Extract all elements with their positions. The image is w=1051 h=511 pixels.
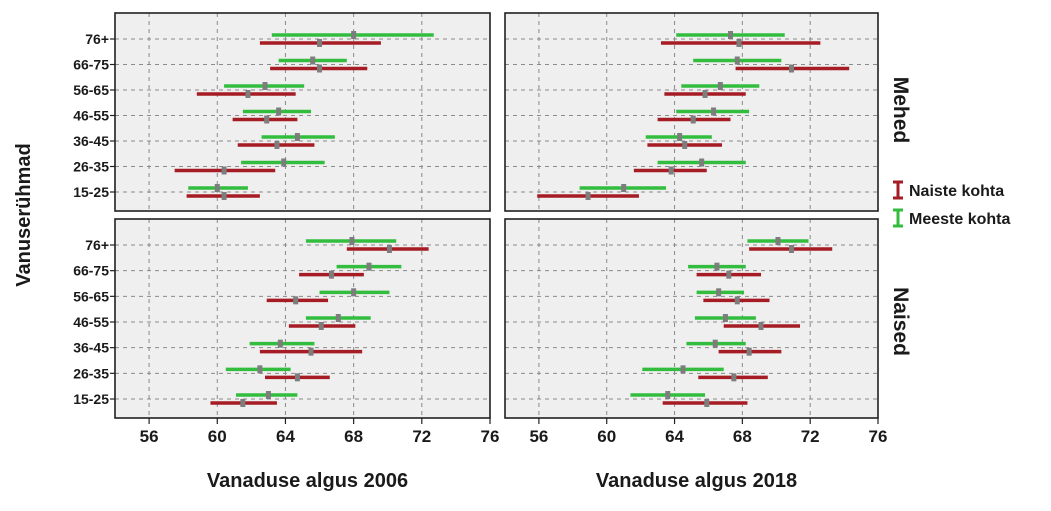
category-label: 26-35	[73, 159, 109, 175]
row-strip-label: Mehed	[889, 77, 912, 144]
panel-background	[505, 219, 878, 418]
mean-marker	[262, 82, 268, 90]
x-tick-label: 60	[597, 427, 616, 446]
mean-marker	[722, 314, 728, 322]
mean-marker	[789, 245, 795, 253]
mean-marker	[245, 90, 251, 98]
legend-label: Naiste kohta	[909, 183, 1004, 200]
mean-marker	[310, 56, 316, 65]
legend-entry	[893, 208, 903, 228]
mean-marker	[294, 373, 300, 382]
mean-marker	[281, 158, 287, 167]
mean-marker	[716, 288, 722, 297]
mean-marker	[328, 270, 334, 279]
mean-marker	[351, 31, 357, 39]
mean-marker	[386, 245, 392, 253]
mean-marker	[308, 347, 314, 356]
mean-marker	[775, 237, 781, 245]
x-tick-label: 68	[344, 427, 363, 446]
row-strip-label: Naised	[889, 287, 912, 356]
mean-marker	[711, 107, 717, 116]
mean-marker	[712, 339, 718, 348]
mean-marker	[734, 56, 740, 65]
mean-marker	[351, 288, 357, 297]
mean-marker	[746, 347, 752, 356]
mean-marker	[317, 64, 323, 73]
mean-marker	[317, 39, 323, 47]
mean-marker	[758, 322, 764, 330]
x-tick-label: 56	[140, 427, 159, 446]
mean-marker	[265, 391, 271, 399]
mean-marker	[257, 365, 263, 374]
category-label: 76+	[85, 237, 109, 253]
legend-label: Meeste kohta	[909, 211, 1010, 228]
mean-marker	[668, 166, 674, 175]
category-label: 26-35	[73, 365, 109, 381]
mean-marker	[585, 192, 591, 200]
mean-marker	[240, 399, 246, 407]
y-axis-title: Vanuserühmad	[13, 143, 35, 286]
mean-marker	[349, 237, 355, 245]
category-label: 56-65	[73, 82, 109, 98]
panel-background	[115, 219, 490, 418]
x-tick-label: 64	[276, 427, 295, 446]
mean-marker	[702, 90, 708, 98]
mean-marker	[294, 133, 300, 141]
panel-frame	[114, 12, 491, 212]
mean-marker	[680, 365, 686, 374]
category-label: 36-45	[73, 133, 109, 149]
mean-marker	[699, 158, 705, 167]
mean-marker	[221, 166, 227, 175]
mean-marker	[335, 314, 341, 322]
mean-marker	[789, 64, 795, 73]
mean-marker	[717, 82, 723, 90]
mean-marker	[727, 31, 733, 39]
mean-marker	[677, 133, 683, 141]
category-label: 56-65	[73, 288, 109, 304]
panel-frame	[504, 12, 879, 212]
mean-marker	[214, 184, 220, 192]
mean-marker	[690, 115, 696, 124]
category-label: 66-75	[73, 263, 109, 279]
category-label: 36-45	[73, 340, 109, 356]
mean-marker	[277, 339, 283, 348]
category-label: 66-75	[73, 57, 109, 73]
category-label: 76+	[85, 31, 109, 47]
mean-marker	[726, 270, 732, 279]
mean-marker	[221, 192, 227, 200]
category-label: 46-55	[73, 314, 109, 330]
mean-marker	[682, 141, 688, 149]
mean-marker	[736, 39, 742, 47]
x-tick-label: 72	[412, 427, 431, 446]
x-tick-label: 76	[481, 427, 500, 446]
legend-entry	[893, 180, 903, 200]
mean-marker	[704, 399, 710, 407]
panel-frame	[114, 218, 491, 419]
x-axis-title: Vanaduse algus 2018	[596, 470, 797, 492]
x-tick-label: 64	[665, 427, 684, 446]
x-axis-title: Vanaduse algus 2006	[207, 470, 408, 492]
mean-marker	[293, 296, 299, 305]
category-label: 46-55	[73, 108, 109, 124]
category-label: 15-25	[73, 391, 109, 407]
mean-marker	[731, 373, 737, 382]
mean-marker	[621, 184, 627, 192]
x-tick-label: 76	[869, 427, 888, 446]
mean-marker	[274, 141, 280, 149]
mean-marker	[734, 296, 740, 305]
x-tick-label: 60	[208, 427, 227, 446]
x-tick-label: 72	[801, 427, 820, 446]
mean-marker	[318, 322, 324, 330]
panel-frame	[504, 218, 879, 419]
mean-marker	[714, 262, 720, 271]
x-tick-label: 68	[733, 427, 752, 446]
x-tick-label: 56	[529, 427, 548, 446]
mean-marker	[276, 107, 282, 116]
mean-marker	[665, 391, 671, 399]
category-label: 15-25	[73, 184, 109, 200]
mean-marker	[264, 115, 270, 124]
mean-marker	[366, 262, 372, 271]
